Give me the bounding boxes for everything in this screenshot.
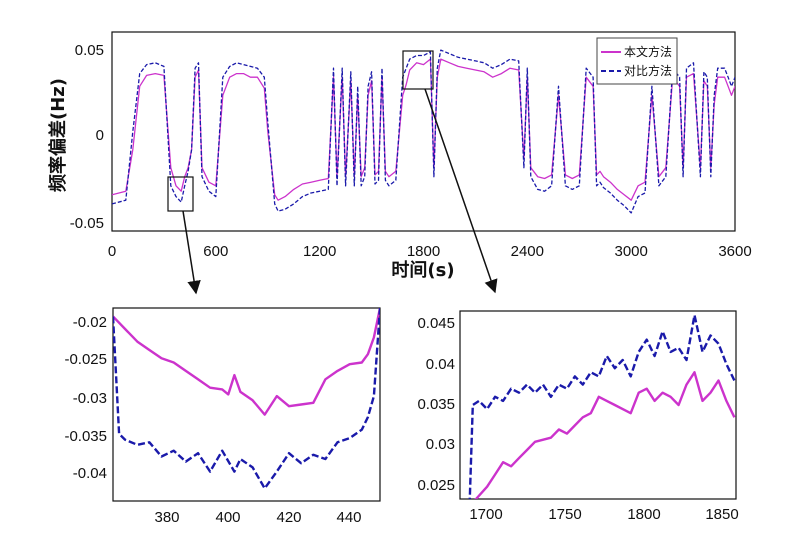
- main-xtick-label: 600: [203, 243, 228, 260]
- zoom-box-1: [167, 176, 194, 212]
- zoom-box-2: [402, 50, 434, 90]
- zoom2-series-proposed: [474, 371, 736, 499]
- zoom-chart-2: 0.045 0.04 0.035 0.03 0.025 1700 1750 18…: [417, 310, 739, 523]
- zoom1-y-ticks: -0.02 -0.025 -0.03 -0.035 -0.04: [64, 314, 107, 482]
- main-xtick-label: 1800: [407, 243, 440, 260]
- zoom2-ytick-label: 0.035: [417, 396, 455, 413]
- zoom1-x-ticks: 380 400 420 440: [154, 509, 361, 526]
- legend: 本文方法 对比方法: [596, 37, 678, 85]
- main-series-proposed: [112, 58, 735, 201]
- zoom2-series-comparison: [468, 313, 736, 499]
- zoom2-x-ticks: 1700 1750 1800 1850: [469, 506, 738, 523]
- main-xtick-label: 3600: [718, 243, 751, 260]
- zoom1-ytick-label: -0.035: [64, 428, 107, 445]
- main-xtick-label: 3000: [615, 243, 648, 260]
- zoom1-series-comparison: [113, 308, 380, 490]
- main-ytick-label: 0.05: [75, 42, 104, 59]
- zoom2-ytick-label: 0.03: [426, 436, 455, 453]
- main-xtick-label: 0: [108, 243, 116, 260]
- zoom1-xtick-label: 400: [215, 509, 240, 526]
- main-y-ticks: 0.05 0 -0.05: [70, 42, 104, 232]
- main-ytick-label: 0: [96, 127, 104, 144]
- zoom1-xtick-label: 440: [336, 509, 361, 526]
- zoom2-xtick-label: 1800: [627, 506, 660, 523]
- zoom-arrow-2: [424, 88, 498, 294]
- zoom2-ytick-label: 0.025: [417, 477, 455, 494]
- zoom-arrow-1: [182, 210, 201, 295]
- main-series-group: [112, 49, 735, 214]
- zoom1-xtick-label: 420: [276, 509, 301, 526]
- zoom1-plot-frame: [112, 307, 381, 502]
- zoom-chart-1: -0.02 -0.025 -0.03 -0.035 -0.04 380 400 …: [64, 307, 381, 526]
- legend-box: [596, 37, 678, 85]
- zoom1-ytick-label: -0.02: [73, 314, 107, 331]
- main-x-ticks: 0 600 1200 1800 2400 3000 3600: [108, 243, 752, 260]
- zoom1-ytick-label: -0.025: [64, 351, 107, 368]
- zoom2-ytick-label: 0.045: [417, 315, 455, 332]
- zoom2-xtick-label: 1700: [469, 506, 502, 523]
- zoom2-series-group: [468, 313, 736, 499]
- main-ytick-label: -0.05: [70, 215, 104, 232]
- legend-label-comparison: 对比方法: [624, 63, 672, 78]
- zoom2-xtick-label: 1750: [548, 506, 581, 523]
- zoom2-plot-frame: [459, 310, 737, 500]
- zoom1-ytick-label: -0.03: [73, 390, 107, 407]
- zoom2-xtick-label: 1850: [705, 506, 738, 523]
- main-series-comparison: [112, 49, 735, 214]
- zoom2-y-ticks: 0.045 0.04 0.035 0.03 0.025: [417, 315, 455, 494]
- main-x-axis-title: 时间(s): [391, 260, 454, 281]
- main-chart: 0.05 0 -0.05 0 600 1200 1800 2400 3000 3…: [47, 31, 752, 281]
- zoom1-series-group: [113, 308, 380, 490]
- main-xtick-label: 1200: [303, 243, 336, 260]
- zoom1-series-proposed: [113, 308, 380, 416]
- main-xtick-label: 2400: [511, 243, 544, 260]
- zoom1-ytick-label: -0.04: [73, 465, 107, 482]
- legend-label-proposed: 本文方法: [624, 44, 672, 59]
- main-y-axis-title: 频率偏差(Hz): [47, 78, 69, 192]
- zoom1-xtick-label: 380: [154, 509, 179, 526]
- zoom2-ytick-label: 0.04: [426, 356, 455, 373]
